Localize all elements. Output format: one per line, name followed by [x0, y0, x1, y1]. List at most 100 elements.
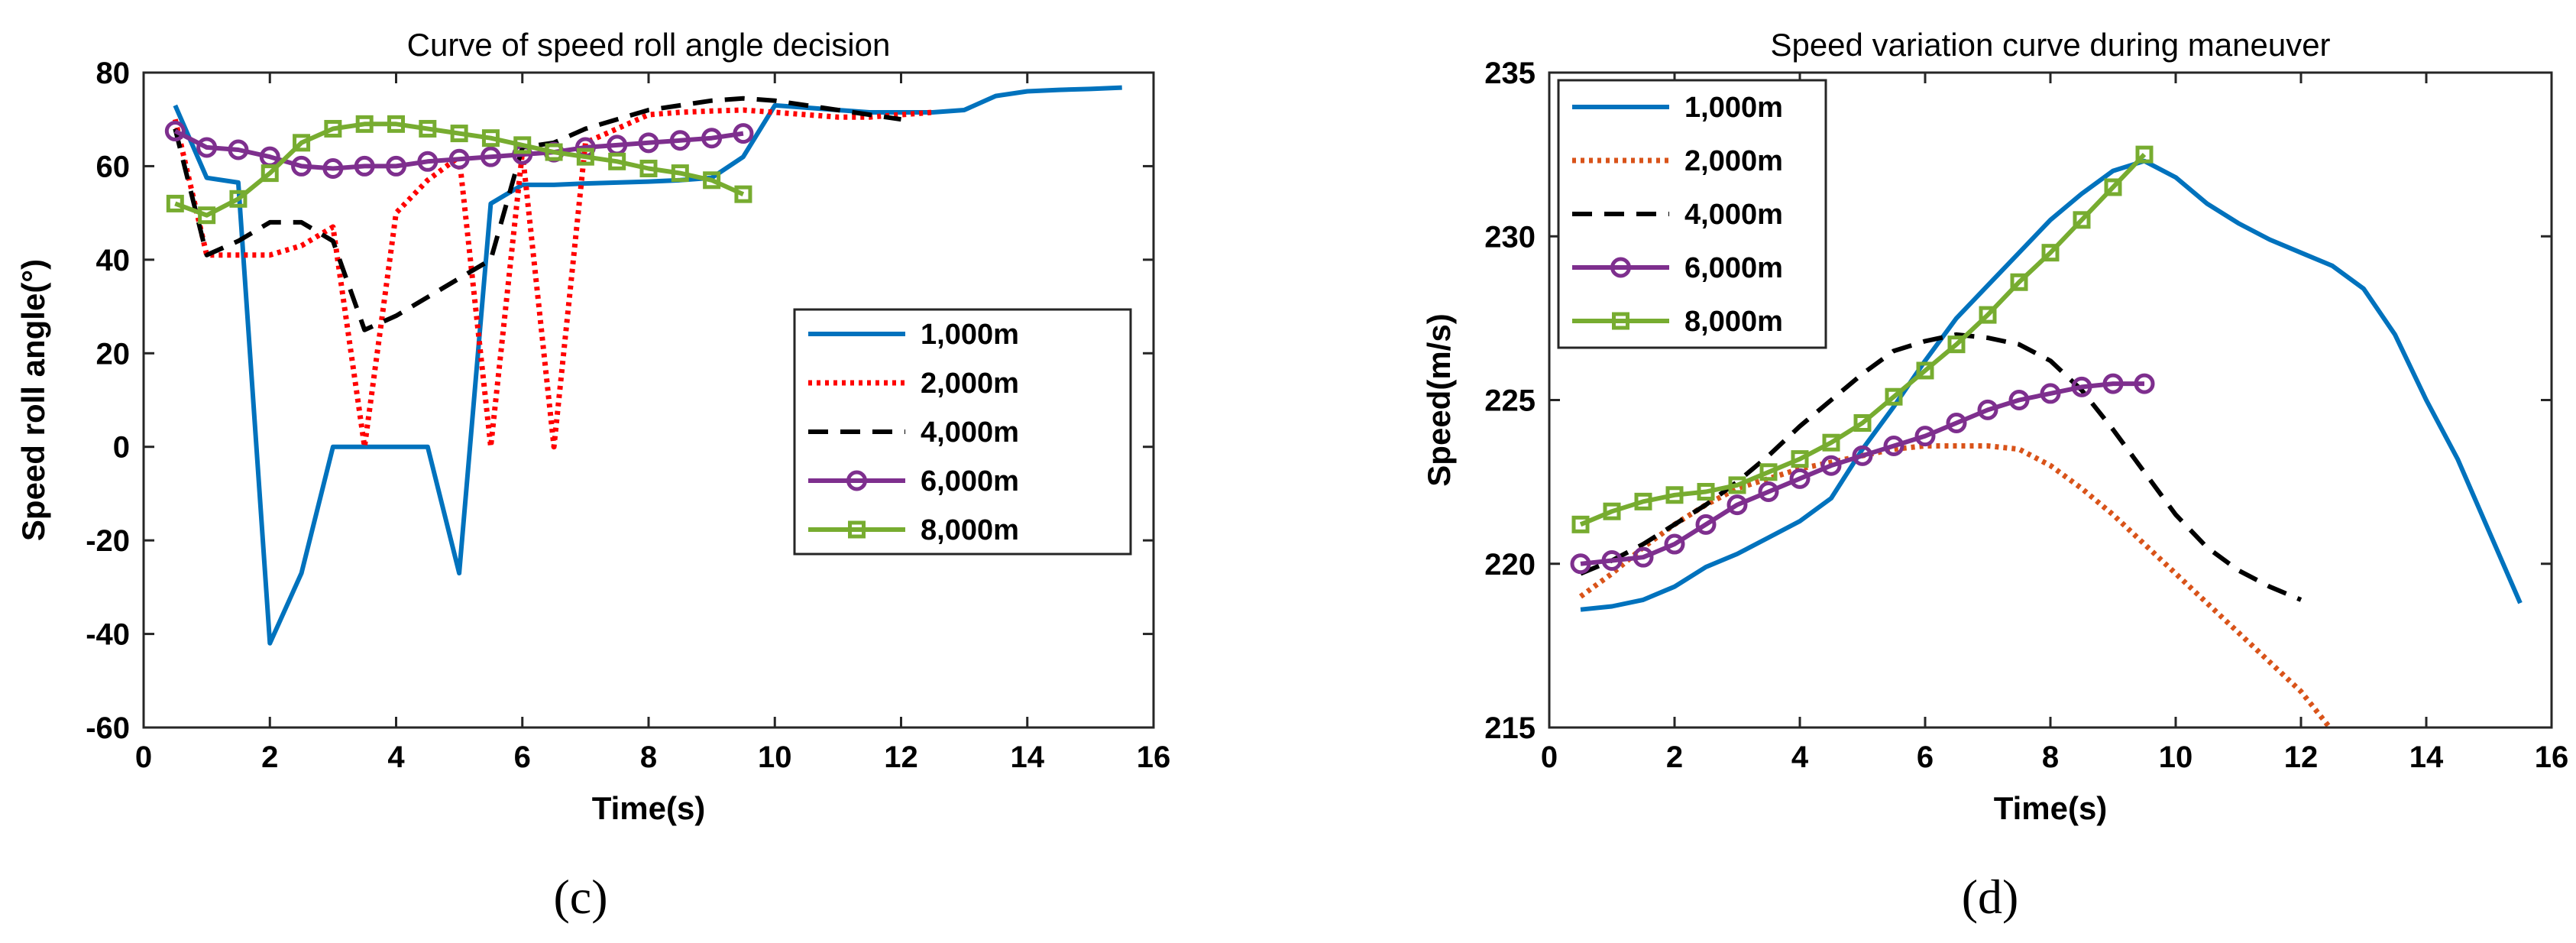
data-point [1979, 306, 1997, 324]
x-tick-label: 16 [2535, 740, 2569, 774]
data-point [701, 128, 723, 149]
x-tick-label: 2 [261, 740, 278, 774]
legend-marker [1612, 312, 1629, 330]
data-point [481, 129, 500, 147]
x-tick-label: 8 [640, 740, 657, 774]
x-tick-label: 14 [2409, 740, 2444, 774]
y-axis-label: Speed roll angle(°) [15, 259, 51, 541]
x-tick-label: 4 [387, 740, 405, 774]
x-tick-label: 12 [2284, 740, 2319, 774]
y-tick-label: 60 [96, 150, 131, 183]
data-point [450, 125, 468, 143]
data-point [2134, 373, 2155, 394]
data-point [1977, 399, 1998, 420]
data-point [1758, 481, 1779, 502]
legend-label: 1,000m [921, 319, 1019, 351]
x-tick-label: 12 [884, 740, 918, 774]
data-point [1570, 553, 1591, 575]
x-tick-label: 10 [758, 740, 792, 774]
data-point [1789, 468, 1811, 489]
x-axis-label: Time(s) [1994, 790, 2108, 826]
data-point [324, 119, 342, 138]
chart-panel-c: 0 2 4 6 8 10 12 14 16 -60 -40 -20 0 20 40 60 80 Curve of … [15, 27, 1170, 924]
y-tick-label: 230 [1484, 220, 1536, 254]
y-tick-label: 20 [96, 337, 131, 371]
data-point [2135, 145, 2154, 164]
x-tick-label: 4 [1791, 740, 1809, 774]
chart-title: Speed variation curve during maneuver [1770, 27, 2330, 63]
series-line-4000m [173, 96, 901, 332]
data-point [669, 130, 691, 151]
data-point [1822, 433, 1840, 452]
legend-label: 6,000m [921, 465, 1019, 497]
data-point [1634, 492, 1652, 510]
data-point [1633, 546, 1654, 568]
data-point [576, 147, 594, 166]
y-tick-label: 235 [1484, 57, 1536, 90]
data-point [387, 115, 405, 133]
data-point [480, 146, 501, 167]
data-point [196, 137, 218, 158]
series-line-1000m [173, 85, 1122, 646]
data-point [419, 119, 437, 138]
data-point [2102, 373, 2124, 394]
data-point [229, 190, 248, 208]
data-point [1601, 549, 1623, 571]
data-point [261, 164, 279, 183]
data-point [2010, 273, 2028, 291]
legend-label: 8,000m [1684, 306, 1783, 338]
series-line-2000m [172, 107, 934, 450]
y-axis-label: Speed(m/s) [1421, 313, 1457, 486]
x-tick-label: 2 [1666, 740, 1683, 774]
data-point [1695, 514, 1717, 535]
data-point [2071, 376, 2092, 397]
data-point [1852, 445, 1873, 466]
x-tick-label: 6 [514, 740, 531, 774]
data-point [1916, 361, 1934, 380]
data-point [228, 139, 249, 160]
x-tick-label: 6 [1917, 740, 1934, 774]
data-point [2073, 211, 2091, 229]
legend-box [1557, 79, 1827, 349]
data-point [608, 152, 626, 170]
series-line-2000m [1578, 443, 2334, 728]
y-tick-label: -20 [86, 524, 130, 558]
data-point [1946, 412, 1967, 433]
panel-caption: (d) [1962, 870, 2019, 924]
series-line-8000m [174, 122, 745, 218]
series-group [1570, 145, 2523, 728]
data-point [1883, 435, 1904, 456]
data-point [1820, 455, 1842, 476]
data-point [703, 171, 721, 190]
data-point [1571, 515, 1590, 533]
legend-label: 8,000m [921, 514, 1019, 546]
x-tick-label: 16 [1137, 740, 1171, 774]
series-line-4000m [1579, 332, 2303, 602]
data-point [638, 132, 659, 154]
x-tick-label: 10 [2159, 740, 2193, 774]
data-point [513, 136, 532, 154]
legend-marker [848, 520, 866, 539]
chart-panel-d: 0 2 4 6 8 10 12 14 16 215 220 225 230 235 Speed variat… [1421, 27, 2568, 924]
data-point [2041, 244, 2060, 262]
data-point [671, 164, 689, 183]
data-point [1728, 476, 1746, 494]
data-point [164, 121, 186, 142]
y-tick-label: -40 [86, 618, 130, 652]
data-point [1914, 426, 1936, 447]
data-point [1697, 482, 1715, 501]
data-point [1947, 335, 1966, 354]
data-point [322, 157, 344, 179]
data-point [1791, 450, 1809, 468]
y-tick-label: -60 [86, 711, 130, 745]
data-point [1603, 502, 1621, 520]
y-tick-label: 80 [96, 57, 131, 90]
series-line-8000m [1579, 153, 2147, 527]
y-tick-label: 0 [113, 431, 130, 465]
data-point [545, 143, 563, 161]
data-point [166, 194, 184, 212]
series-line-6000m [1580, 381, 2144, 566]
data-point [293, 134, 311, 152]
y-tick-label: 220 [1484, 548, 1536, 582]
